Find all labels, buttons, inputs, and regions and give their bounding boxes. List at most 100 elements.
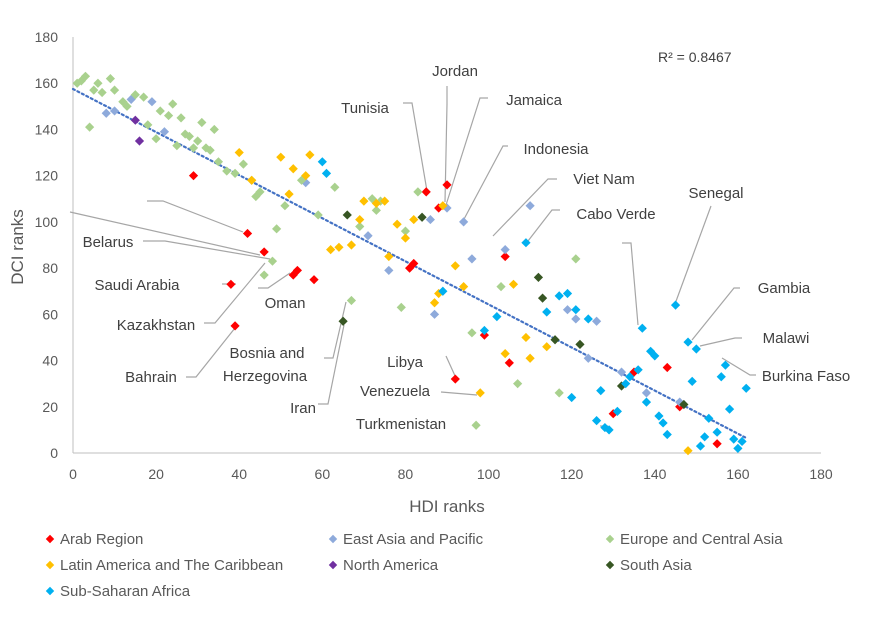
leader-line	[445, 97, 488, 206]
leader-line	[691, 287, 740, 341]
data-point	[230, 321, 240, 331]
data-point	[247, 175, 257, 185]
data-point	[459, 217, 469, 227]
x-axis-title: HDI ranks	[409, 497, 485, 516]
data-point	[400, 233, 411, 243]
data-point	[604, 425, 614, 435]
leader-line	[258, 272, 291, 289]
y-tick-label: 40	[42, 353, 58, 369]
series-latin-america-and-the-caribbean	[234, 147, 693, 456]
data-point	[616, 367, 627, 377]
y-tick-label: 20	[42, 399, 58, 415]
data-point	[695, 441, 706, 451]
series-europe-and-central-asia	[72, 71, 581, 430]
data-point	[301, 178, 311, 188]
data-point	[276, 152, 286, 162]
y-tick-label: 100	[35, 214, 59, 230]
data-point	[380, 196, 390, 206]
data-point	[255, 187, 265, 197]
data-point	[438, 286, 448, 296]
data-point	[139, 92, 149, 102]
data-point	[575, 339, 585, 349]
data-point	[733, 443, 743, 453]
point-label: Herzegovina	[223, 368, 308, 385]
data-point	[288, 270, 298, 280]
x-tick-label: 20	[148, 466, 164, 482]
leader-line	[147, 200, 244, 233]
data-point	[675, 397, 685, 407]
point-label: Viet Nam	[573, 171, 634, 188]
data-point	[413, 187, 423, 197]
x-tick-label: 180	[809, 466, 833, 482]
data-point	[554, 291, 564, 301]
data-point	[450, 374, 460, 384]
data-point	[612, 406, 622, 416]
legend-marker	[45, 586, 55, 596]
data-point	[567, 392, 577, 403]
data-point	[267, 256, 278, 266]
point-label: Indonesia	[523, 141, 589, 158]
leader-line	[622, 242, 639, 326]
data-point	[571, 254, 581, 264]
point-label: Venezuela	[360, 383, 431, 400]
data-point	[292, 265, 302, 276]
leader-line	[440, 391, 478, 396]
data-point	[355, 221, 365, 232]
data-point	[629, 367, 639, 377]
data-point	[537, 293, 548, 303]
leader-line	[69, 211, 261, 256]
y-tick-label: 60	[42, 306, 58, 322]
leader-line	[721, 357, 756, 376]
data-point	[467, 254, 477, 264]
data-point	[550, 335, 560, 345]
legend-label: Europe and Central Asia	[620, 531, 783, 548]
data-point	[583, 353, 593, 363]
data-point	[533, 272, 544, 282]
data-point	[85, 122, 95, 132]
data-point	[284, 189, 294, 199]
leader-line	[444, 86, 448, 203]
label-leader-lines	[69, 86, 756, 427]
y-tick-label: 80	[42, 260, 58, 276]
data-point	[429, 309, 440, 319]
data-point	[438, 201, 448, 211]
data-point	[479, 325, 489, 336]
data-point	[562, 305, 573, 315]
data-point	[355, 214, 365, 225]
data-point	[346, 295, 357, 306]
data-point	[712, 427, 722, 437]
data-point	[542, 307, 552, 317]
data-point	[272, 224, 282, 234]
data-point	[562, 288, 573, 299]
data-point	[425, 214, 435, 225]
x-tick-label: 60	[315, 466, 331, 482]
data-point	[504, 358, 514, 368]
data-point	[679, 399, 689, 410]
data-point	[296, 175, 307, 185]
data-point	[625, 372, 635, 382]
data-point	[405, 263, 415, 273]
data-point	[130, 90, 140, 100]
leader-line	[318, 324, 345, 405]
x-tick-label: 0	[69, 466, 77, 482]
data-point	[326, 245, 336, 255]
data-point	[508, 279, 519, 289]
data-point	[384, 265, 394, 276]
data-point	[334, 242, 344, 252]
data-point	[147, 97, 157, 107]
point-label: Iran	[290, 400, 316, 417]
data-point	[525, 353, 535, 363]
data-point	[301, 171, 311, 181]
data-point	[384, 251, 394, 262]
data-point	[97, 87, 107, 98]
data-point	[571, 305, 581, 315]
leader-line	[674, 205, 712, 305]
legend-marker	[605, 560, 615, 570]
point-label: Turkmenistan	[356, 416, 446, 433]
data-point	[259, 247, 269, 257]
data-point	[608, 409, 618, 419]
data-point	[168, 99, 178, 109]
point-label: Gambia	[758, 280, 811, 297]
data-point	[729, 434, 739, 444]
data-point	[720, 360, 731, 370]
